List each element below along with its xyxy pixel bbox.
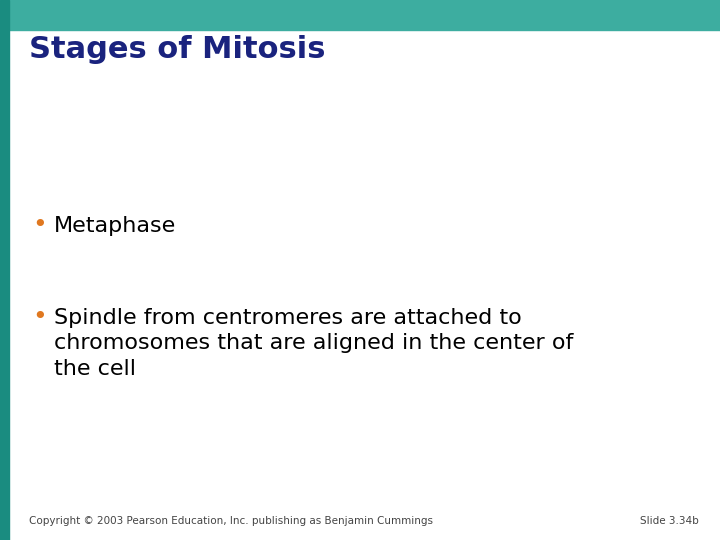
Text: Copyright © 2003 Pearson Education, Inc. publishing as Benjamin Cummings: Copyright © 2003 Pearson Education, Inc.… [29, 516, 433, 526]
Text: Metaphase: Metaphase [54, 216, 176, 236]
Bar [0, 0, 720, 30]
Bar [0, 0, 9, 540]
Text: Stages of Mitosis: Stages of Mitosis [29, 35, 325, 64]
Text: •: • [32, 213, 47, 237]
Text: •: • [32, 305, 47, 329]
Text: Spindle from centromeres are attached to
chromosomes that are aligned in the cen: Spindle from centromeres are attached to… [54, 308, 573, 379]
Text: Slide 3.34b: Slide 3.34b [639, 516, 698, 526]
